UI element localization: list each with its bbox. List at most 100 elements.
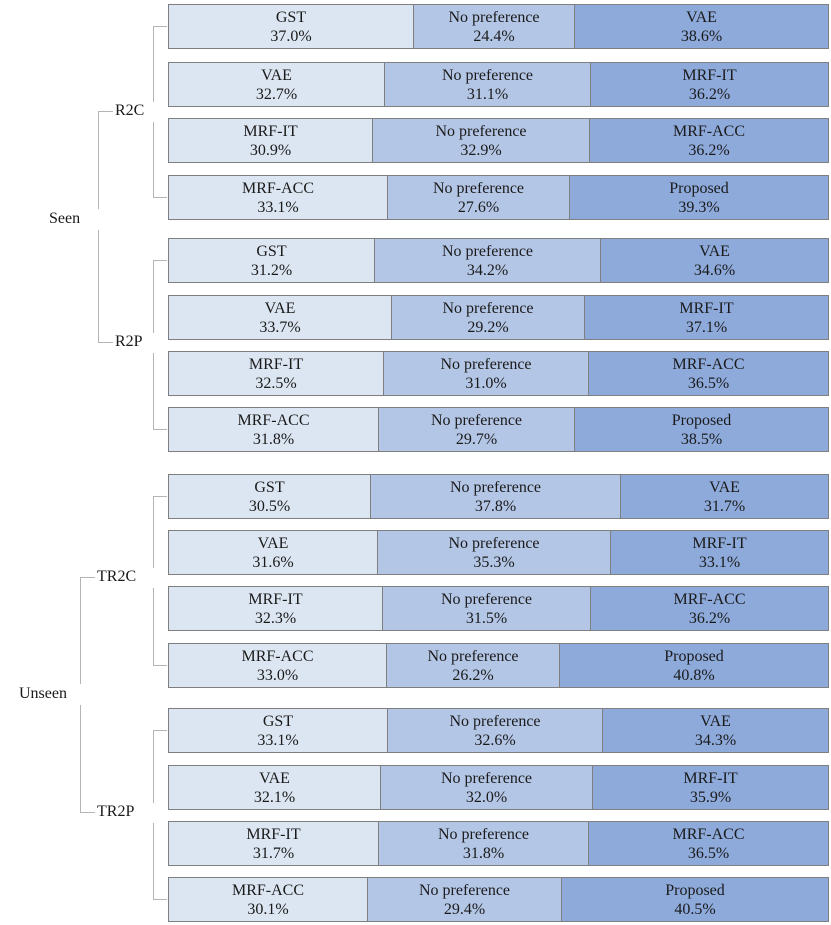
segment-percent-label: 36.5% xyxy=(687,844,730,862)
bar-segment-left: VAE 31.6% xyxy=(168,530,378,575)
bar-segment-left: GST 33.1% xyxy=(168,708,388,753)
segment-percent-label: 34.3% xyxy=(694,731,737,749)
bar-segment-middle: No preference 37.8% xyxy=(370,474,621,519)
bracket-line xyxy=(98,342,113,343)
segment-method-label: VAE xyxy=(257,534,289,552)
segment-percent-label: 38.6% xyxy=(680,27,723,45)
bar-segment-right: MRF-IT 36.2% xyxy=(590,62,829,107)
segment-percent-label: 40.8% xyxy=(673,666,715,684)
segment-method-label: MRF-ACC xyxy=(672,122,746,140)
segment-percent-label: 31.1% xyxy=(466,85,509,103)
bar-segment-middle: No preference 34.2% xyxy=(374,238,601,283)
bar-segment-left: VAE 32.1% xyxy=(168,765,381,810)
segment-percent-label: 37.8% xyxy=(474,497,517,515)
segment-percent-label: 31.6% xyxy=(252,553,294,571)
bar-segment-right: MRF-IT 33.1% xyxy=(610,530,829,575)
bracket-line xyxy=(153,26,167,27)
segment-percent-label: 37.0% xyxy=(270,27,312,45)
segment-percent-label: 36.5% xyxy=(687,374,730,392)
segment-method-label: MRF-ACC xyxy=(231,881,305,899)
segment-percent-label: 34.6% xyxy=(693,261,736,279)
segment-percent-label: 39.3% xyxy=(678,198,720,216)
bracket-line xyxy=(153,730,154,803)
bar-segment-middle: No preference 29.4% xyxy=(367,877,562,922)
segment-percent-label: 31.8% xyxy=(462,844,505,862)
segment-percent-label: 32.1% xyxy=(253,788,296,806)
segment-method-label: MRF-ACC xyxy=(672,355,745,373)
segment-method-label: No preference xyxy=(448,8,540,26)
segment-method-label: No preference xyxy=(449,478,542,496)
segment-percent-label: 32.7% xyxy=(255,85,298,103)
segment-percent-label: 31.2% xyxy=(250,261,293,279)
segment-method-label: MRF-IT xyxy=(246,825,301,843)
segment-percent-label: 30.9% xyxy=(249,141,292,159)
bar-segment-left: GST 37.0% xyxy=(168,4,414,49)
segment-percent-label: 30.1% xyxy=(247,900,289,918)
bar-segment-left: MRF-ACC 33.0% xyxy=(168,643,387,688)
segment-method-label: GST xyxy=(256,242,287,260)
bar-segment-middle: No preference 31.5% xyxy=(382,586,591,631)
segment-method-label: MRF-IT xyxy=(248,355,304,373)
segment-percent-label: 29.4% xyxy=(443,900,486,918)
bracket-line xyxy=(153,496,167,497)
bracket-line xyxy=(153,665,167,666)
segment-percent-label: 38.5% xyxy=(680,430,723,448)
bracket-line xyxy=(153,730,167,731)
bracket-line xyxy=(153,260,167,261)
bar-segment-right: VAE 38.6% xyxy=(574,4,829,49)
segment-method-label: No preference xyxy=(442,299,534,317)
bar-segment-middle: No preference 24.4% xyxy=(413,4,575,49)
bar-segment-right: MRF-ACC 36.2% xyxy=(590,586,829,631)
segment-method-label: VAE xyxy=(259,769,290,787)
segment-method-label: VAE xyxy=(686,8,717,26)
bar-segment-left: MRF-IT 32.5% xyxy=(168,351,384,396)
segment-method-label: Proposed xyxy=(664,647,724,665)
segment-method-label: Proposed xyxy=(671,411,732,429)
bracket-line xyxy=(153,588,154,665)
bar-segment-middle: No preference 32.0% xyxy=(380,765,593,810)
bracket-line xyxy=(153,260,154,333)
bar-segment-right: Proposed 40.8% xyxy=(559,643,829,688)
subgroup-label-r2p: R2P xyxy=(115,333,143,350)
bar-segment-middle: No preference 31.8% xyxy=(378,821,589,866)
segment-percent-label: 33.1% xyxy=(257,198,299,216)
segment-method-label: VAE xyxy=(700,712,731,730)
segment-percent-label: 32.0% xyxy=(465,788,508,806)
segment-method-label: No preference xyxy=(430,411,523,429)
segment-method-label: GST xyxy=(254,478,285,496)
segment-method-label: GST xyxy=(275,8,307,26)
bar-segment-right: VAE 34.6% xyxy=(600,238,829,283)
bar-segment-middle: No preference 27.6% xyxy=(387,175,570,220)
segment-percent-label: 32.3% xyxy=(254,609,297,627)
bar-segment-middle: No preference 31.1% xyxy=(384,62,591,107)
bar-segment-middle: No preference 35.3% xyxy=(377,530,611,575)
segment-percent-label: 31.7% xyxy=(703,497,746,515)
segment-method-label: No preference xyxy=(440,590,533,608)
segment-method-label: MRF-IT xyxy=(679,299,734,317)
bar-segment-left: MRF-ACC 31.8% xyxy=(168,407,379,452)
bar-segment-left: MRF-ACC 30.1% xyxy=(168,877,368,922)
segment-method-label: MRF-ACC xyxy=(673,590,746,608)
segment-method-label: No preference xyxy=(418,881,511,899)
segment-method-label: MRF-ACC xyxy=(672,825,745,843)
segment-method-label: No preference xyxy=(448,534,540,552)
bracket-line xyxy=(98,230,99,342)
bracket-line xyxy=(153,122,154,197)
bar-segment-left: VAE 33.7% xyxy=(168,295,392,340)
bar-segment-middle: No preference 29.7% xyxy=(378,407,575,452)
segment-method-label: No preference xyxy=(437,825,530,843)
subgroup-label-tr2c: TR2C xyxy=(97,568,137,585)
bracket-line xyxy=(98,111,113,112)
bar-segment-right: Proposed 40.5% xyxy=(561,877,829,922)
bar-segment-left: GST 30.5% xyxy=(168,474,371,519)
subgroup-label-tr2p: TR2P xyxy=(97,803,135,820)
bar-segment-right: MRF-ACC 36.5% xyxy=(588,821,829,866)
bar-segment-left: MRF-IT 31.7% xyxy=(168,821,379,866)
segment-percent-label: 29.7% xyxy=(455,430,498,448)
segment-method-label: No preference xyxy=(440,355,532,373)
bar-segment-right: Proposed 38.5% xyxy=(574,407,829,452)
segment-percent-label: 33.0% xyxy=(256,666,299,684)
bracket-line xyxy=(80,577,81,684)
segment-method-label: MRF-IT xyxy=(248,590,303,608)
